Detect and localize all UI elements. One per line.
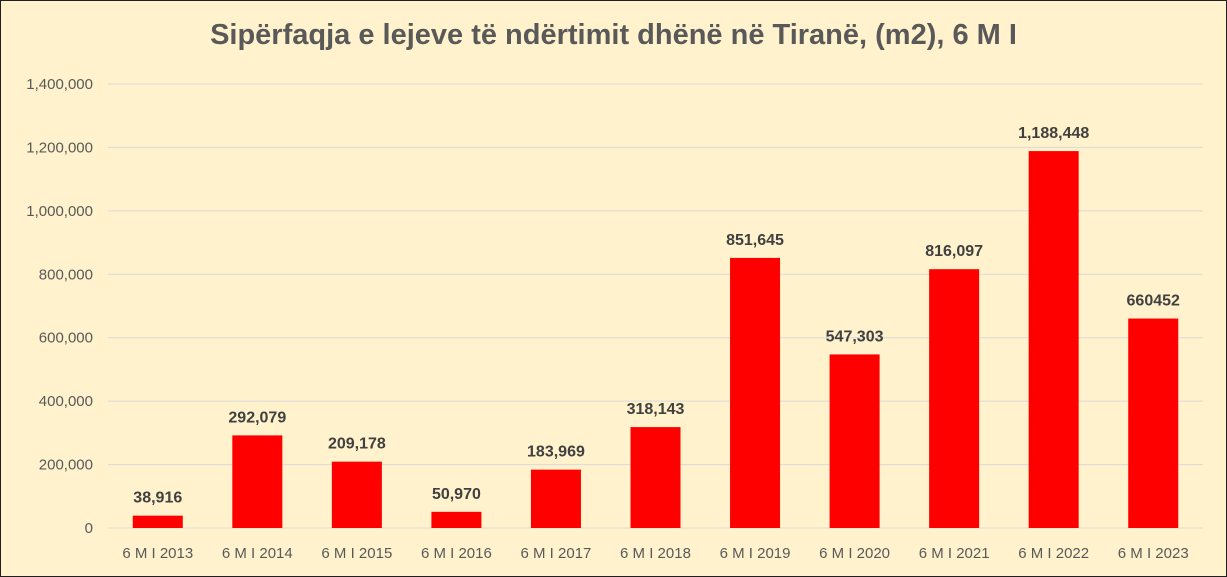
bar [630, 427, 681, 528]
x-category-label: 6 M I 2021 [919, 545, 990, 562]
x-category-label: 6 M I 2020 [819, 545, 890, 562]
data-labels: 38,916 292,079 209,178 50,970 183,969 318,143… [133, 125, 1180, 507]
bar [1028, 151, 1079, 528]
data-label: 38,916 [133, 490, 182, 507]
y-tick-label: 1,400,000 [26, 76, 93, 93]
data-label: 1,188,448 [1018, 125, 1089, 142]
bar [232, 435, 283, 528]
x-category-label: 6 M I 2018 [620, 545, 691, 562]
bar [929, 269, 980, 528]
x-category-label: 6 M I 2016 [421, 545, 492, 562]
x-category-label: 6 M I 2022 [1018, 545, 1089, 562]
bar [1128, 318, 1179, 528]
y-tick-label: 0 [85, 520, 93, 537]
y-tick-label: 600,000 [39, 330, 93, 347]
x-category-label: 6 M I 2023 [1118, 545, 1189, 562]
bars [132, 151, 1179, 528]
bar [829, 354, 880, 528]
data-label: 292,079 [228, 409, 286, 426]
x-category-label: 6 M I 2015 [321, 545, 392, 562]
x-axis-categories: 6 M I 2013 6 M I 2014 6 M I 2015 6 M I 2016… [122, 545, 1188, 562]
y-tick-label: 200,000 [39, 457, 93, 474]
bar [431, 511, 482, 528]
y-axis-ticks: 0 200,000 400,000 600,000 800,000 1,000,000 1,… [26, 76, 93, 537]
x-category-label: 6 M I 2014 [222, 545, 293, 562]
data-label: 183,969 [527, 444, 585, 461]
bar [730, 257, 781, 528]
bar [132, 515, 183, 528]
x-category-label: 6 M I 2019 [720, 545, 791, 562]
y-tick-label: 800,000 [39, 266, 93, 283]
chart-title: Sipërfaqja e lejeve të ndërtimit dhënë n… [210, 19, 1017, 51]
bar [331, 461, 382, 528]
x-category-label: 6 M I 2013 [122, 545, 193, 562]
bar [530, 469, 581, 528]
data-label: 660452 [1127, 293, 1180, 310]
data-label: 851,645 [726, 232, 784, 249]
y-tick-label: 400,000 [39, 393, 93, 410]
y-tick-label: 1,200,000 [26, 139, 93, 156]
y-tick-label: 1,000,000 [26, 203, 93, 220]
x-category-label: 6 M I 2017 [521, 545, 592, 562]
data-label: 547,303 [826, 328, 884, 345]
data-label: 209,178 [328, 436, 386, 453]
data-label: 50,970 [432, 486, 481, 503]
data-label: 816,097 [925, 243, 983, 260]
data-label: 318,143 [627, 401, 685, 418]
